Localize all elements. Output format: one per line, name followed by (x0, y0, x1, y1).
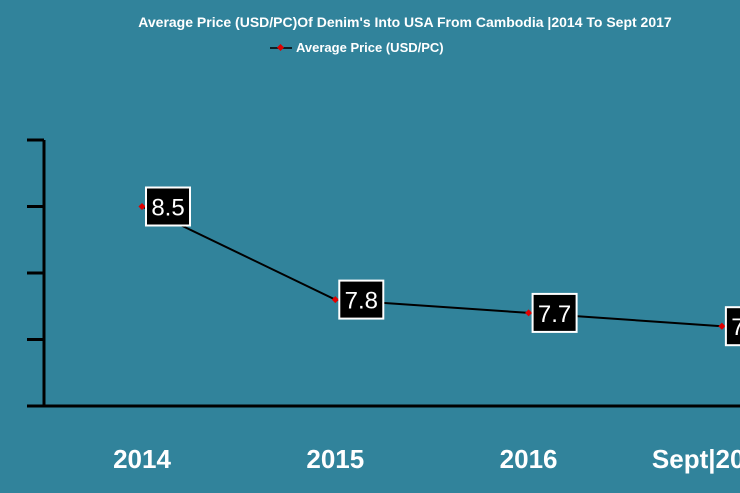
data-label: 8.5 (145, 186, 191, 227)
data-label-box (724, 306, 740, 347)
data-label-box (338, 279, 385, 320)
data-label-box (145, 186, 191, 227)
x-tick-label: 2016 (500, 444, 558, 474)
legend-label: Average Price (USD/PC) (296, 40, 444, 55)
data-label: 7.8 (338, 279, 385, 320)
x-tick-label: 2014 (113, 444, 171, 474)
data-point (525, 309, 533, 317)
data-label-box (531, 292, 578, 333)
data-label-text: 7.8 (345, 288, 378, 315)
data-point (331, 296, 339, 304)
data-point (138, 202, 146, 211)
legend-marker-icon (270, 43, 292, 51)
data-label-text: 8.5 (151, 195, 184, 222)
data-label: 7.7 (531, 292, 578, 333)
data-label-text: 7.7 (538, 301, 571, 328)
x-tick-label: 2015 (306, 444, 364, 474)
data-label-text: 7.6 (731, 314, 740, 341)
x-tick-label: Sept|2017 (652, 444, 740, 474)
series-line (141, 205, 722, 328)
data-label: 7.6 (724, 306, 740, 347)
data-point (718, 322, 726, 330)
chart-title: Average Price (USD/PC)Of Denim's Into US… (138, 14, 672, 30)
legend: Average Price (USD/PC) (270, 40, 444, 55)
